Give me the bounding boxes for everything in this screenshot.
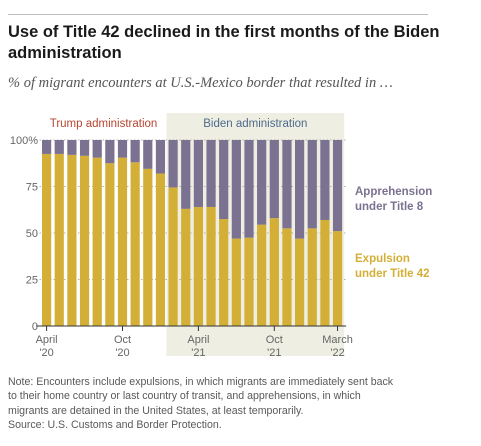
bar-apprehension-23 (332, 140, 343, 232)
y-tick-label-3: 75 (26, 182, 38, 194)
x-tick-label-0-month: April (36, 334, 58, 346)
bar-expulsion-19 (282, 228, 292, 326)
bar-expulsion-17 (257, 224, 267, 326)
bar-apprehension-11 (181, 140, 191, 209)
bar-expulsion-5 (105, 163, 115, 326)
bar-expulsion-10 (168, 187, 178, 326)
bar-expulsion-7 (130, 162, 140, 326)
legend-expulsion-line2: under Title 42 (355, 268, 430, 280)
x-tick-label-4-year: '22 (330, 347, 344, 359)
bar-apprehension-4 (92, 140, 102, 158)
bar-apprehension-17 (257, 140, 267, 225)
bar-apprehension-13 (206, 140, 216, 207)
y-tick-label-2: 50 (26, 228, 38, 240)
source-line: Source: U.S. Customs and Border Protecti… (8, 418, 222, 431)
bar-apprehension-19 (282, 140, 292, 229)
bar-apprehension-8 (143, 140, 153, 169)
x-tick-label-0-year: '20 (39, 347, 53, 359)
bar-expulsion-20 (295, 238, 305, 326)
y-tick-label-0: 0 (32, 321, 38, 333)
bar-apprehension-3 (79, 140, 90, 156)
y-tick-label-1: 25 (26, 275, 38, 287)
bar-apprehension-1 (54, 140, 64, 154)
bar-apprehension-6 (117, 140, 128, 158)
bar-apprehension-7 (130, 140, 140, 163)
bar-apprehension-15 (231, 140, 241, 239)
note-line-2: to their home country or last country of… (8, 390, 361, 403)
note-line-3: migrants are detained in the United Stat… (8, 404, 304, 417)
chart-note: Note: Encounters include expulsions, in … (8, 375, 476, 432)
bar-apprehension-0 (42, 140, 52, 154)
gridlines (36, 139, 347, 280)
bar-expulsion-4 (92, 157, 102, 326)
bar-expulsion-21 (307, 228, 317, 326)
bar-expulsion-0 (42, 153, 52, 326)
bar-apprehension-22 (320, 140, 330, 220)
legend: Apprehension under Title 8 Expulsion under … (355, 186, 432, 280)
bar-expulsion-22 (320, 219, 330, 326)
bar-apprehension-2 (67, 140, 77, 155)
x-tick-label-4-month: March (322, 334, 353, 346)
bar-expulsion-14 (219, 219, 229, 326)
note-line-1: Note: Encounters include expulsions, in … (8, 376, 394, 388)
x-tick-label-1-month: Oct (114, 334, 131, 346)
bar-expulsion-15 (231, 238, 241, 326)
bar-apprehension-16 (244, 140, 254, 238)
legend-expulsion-line1: Expulsion (355, 253, 410, 265)
bar-apprehension-20 (295, 140, 305, 239)
bar-expulsion-16 (244, 237, 254, 326)
bars (42, 140, 343, 326)
chart-title: Use of Title 42 declined in the first mo… (8, 23, 440, 62)
bar-apprehension-12 (193, 140, 203, 207)
x-tick-label-2-month: April (187, 334, 209, 346)
x-tick-label-3-year: '21 (267, 347, 281, 359)
legend-apprehension-line2: under Title 8 (355, 201, 424, 213)
bar-expulsion-12 (193, 206, 203, 326)
x-tick-label-3-month: Oct (266, 334, 283, 346)
band-1-label: Biden administration (203, 118, 307, 130)
legend-apprehension-line1: Apprehension (355, 186, 432, 198)
band-0-label: Trump administration (50, 118, 158, 130)
bar-expulsion-23 (332, 231, 343, 326)
bar-apprehension-18 (269, 140, 279, 219)
chart-subtitle: % of migrant encounters at U.S.-Mexico b… (8, 75, 393, 91)
bar-expulsion-9 (155, 173, 166, 326)
axes: 0255075100%April'20Oct'20April'21Oct'21M… (10, 135, 353, 359)
bar-apprehension-5 (105, 140, 115, 164)
x-tick-label-1-year: '20 (115, 347, 129, 359)
bar-apprehension-21 (307, 140, 317, 229)
y-tick-label-4: 100% (10, 135, 38, 147)
bar-expulsion-13 (206, 206, 216, 326)
band-1-background (166, 113, 345, 356)
bar-expulsion-2 (67, 154, 77, 326)
bar-expulsion-6 (117, 157, 128, 326)
x-tick-label-2-year: '21 (191, 347, 205, 359)
bar-expulsion-3 (79, 155, 90, 326)
bar-expulsion-1 (54, 153, 64, 326)
top-rule (8, 14, 428, 15)
bar-apprehension-10 (168, 140, 178, 188)
bar-expulsion-18 (269, 218, 279, 326)
bar-expulsion-8 (143, 168, 153, 326)
bar-expulsion-11 (181, 208, 191, 326)
bar-apprehension-14 (219, 140, 229, 220)
bar-apprehension-9 (155, 140, 166, 174)
